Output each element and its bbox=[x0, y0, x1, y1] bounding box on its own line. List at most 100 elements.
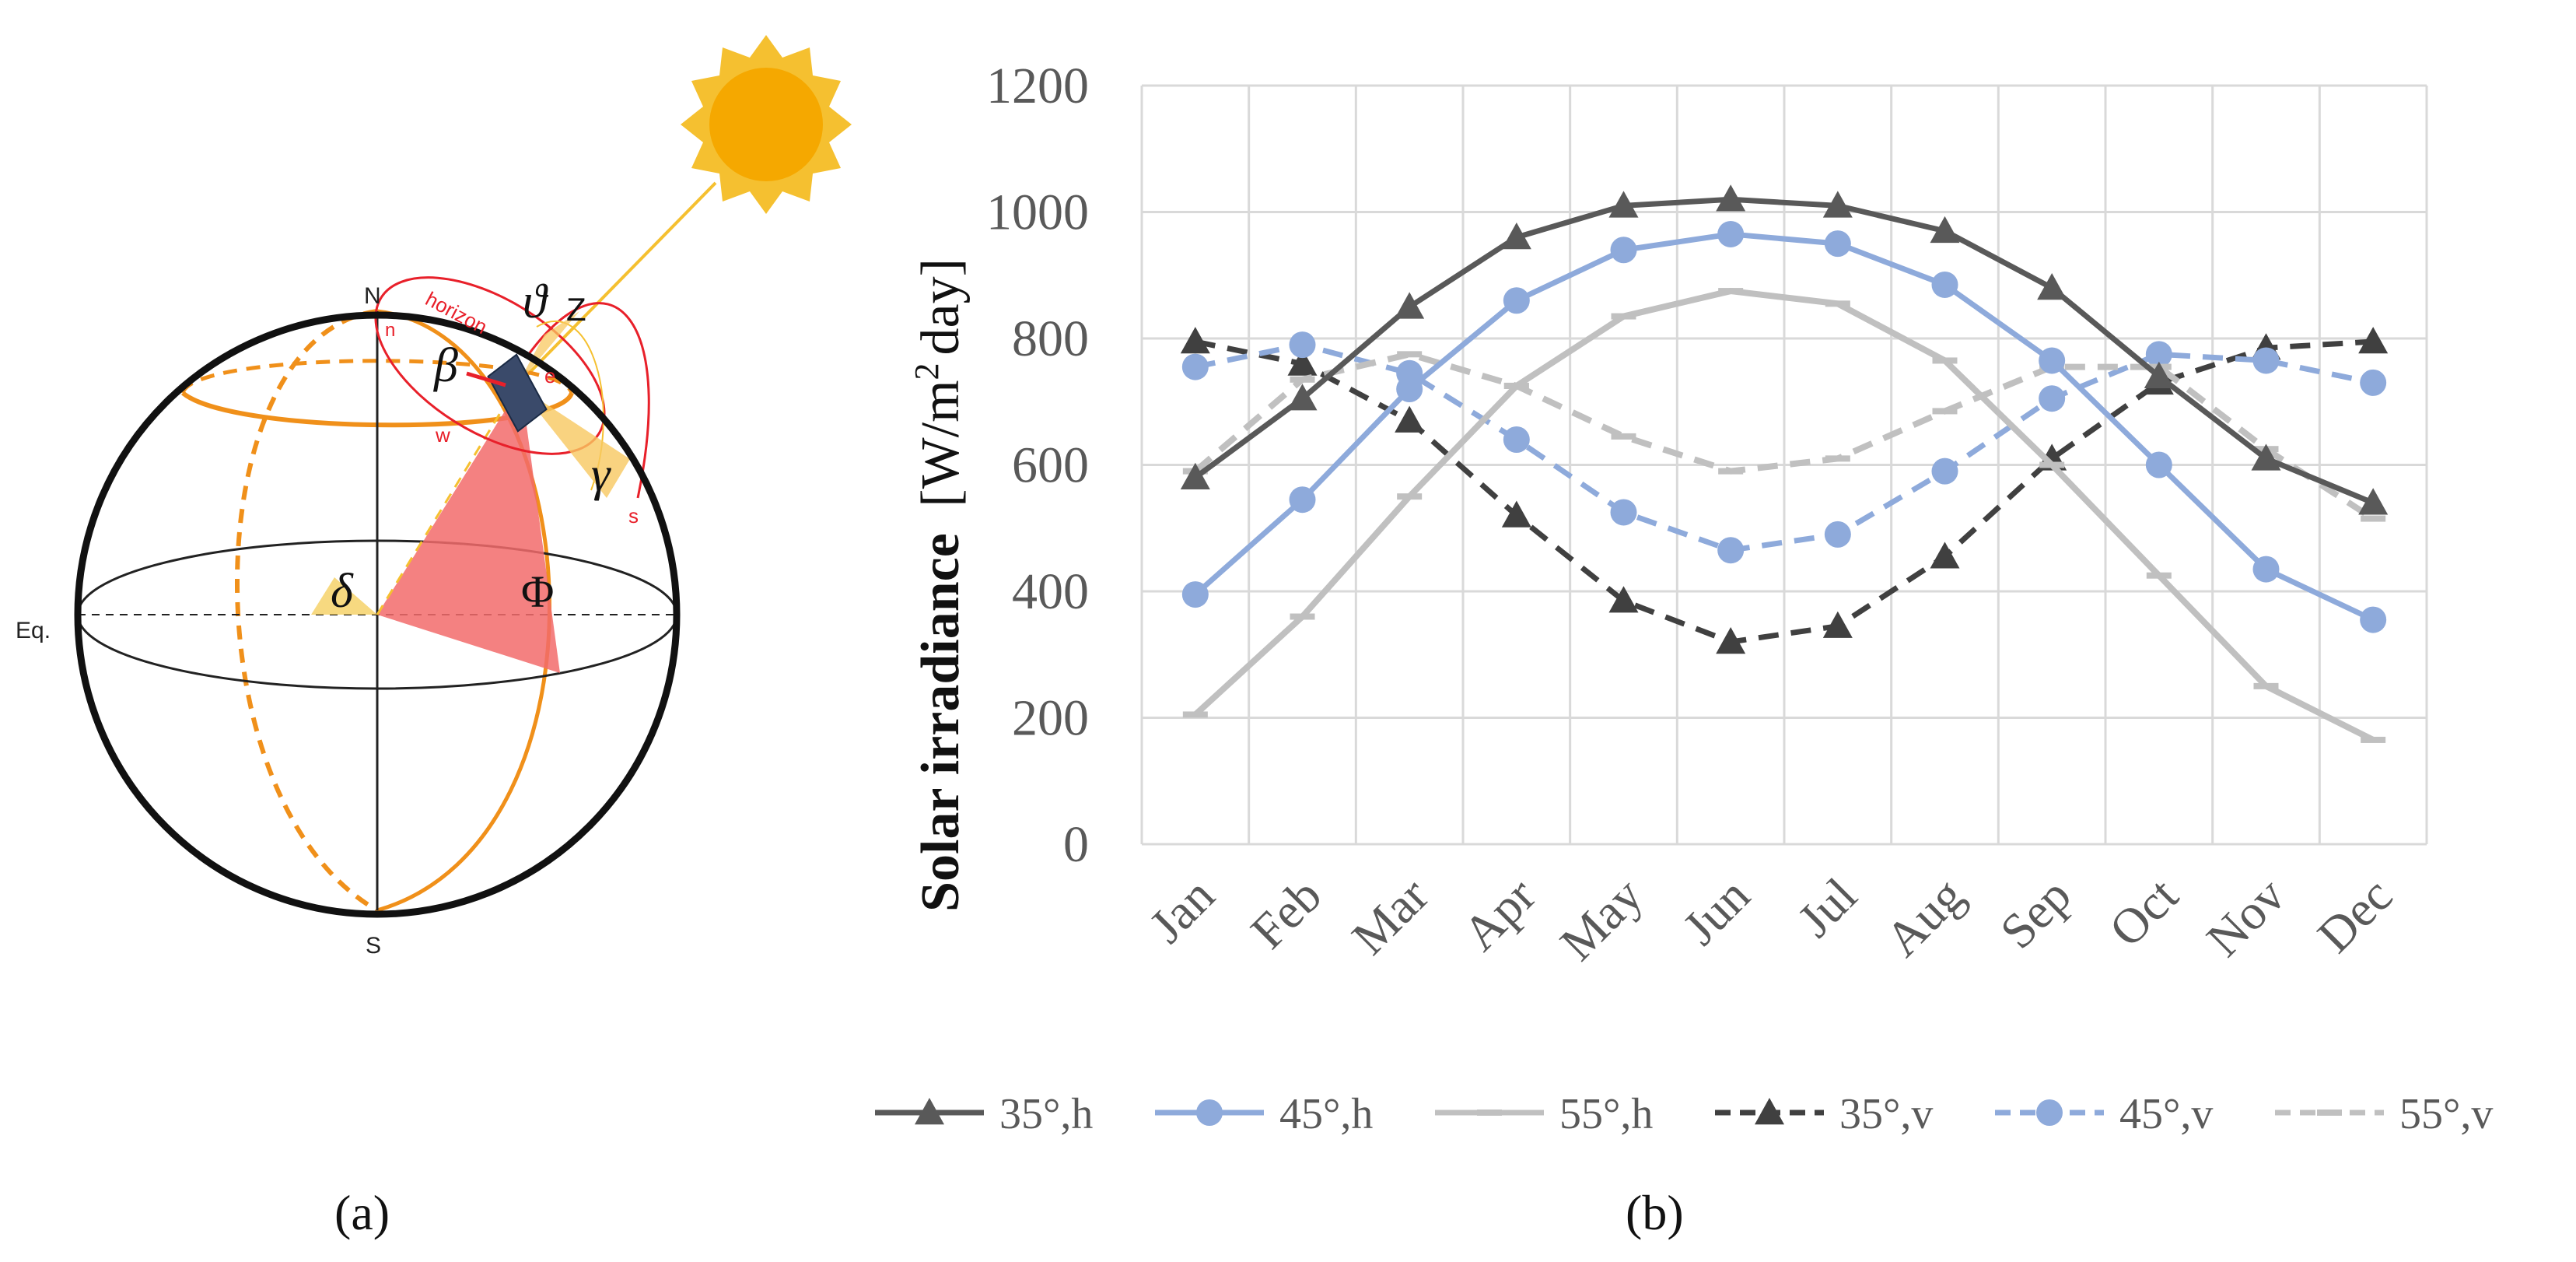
legend-swatch-marker bbox=[915, 1098, 944, 1125]
legend-label: 35°,h bbox=[999, 1090, 1093, 1138]
y-axis-tick-labels: 0 200 400 600 800 1000 1200 bbox=[986, 58, 1089, 873]
x-tick-label: Apr bbox=[1452, 868, 1546, 962]
legend-swatch-marker bbox=[1196, 1099, 1223, 1126]
legend-swatch-marker bbox=[1755, 1098, 1784, 1125]
data-point bbox=[1396, 376, 1423, 402]
legend-item: 35°,v bbox=[1715, 1090, 1933, 1138]
data-point bbox=[1289, 331, 1316, 359]
data-point bbox=[2039, 347, 2066, 374]
data-point bbox=[1503, 426, 1530, 453]
series-1 bbox=[1181, 220, 2387, 633]
data-point bbox=[2145, 341, 2172, 368]
data-point bbox=[1610, 499, 1637, 526]
data-point bbox=[1395, 405, 1425, 433]
label-phi: Φ bbox=[521, 566, 554, 617]
sun-icon bbox=[681, 35, 852, 214]
legend-swatch-marker bbox=[2317, 1110, 2342, 1116]
series-line bbox=[1195, 342, 2374, 553]
solar-panel-icon bbox=[466, 353, 548, 433]
legend-label: 55°,v bbox=[2399, 1090, 2493, 1138]
data-point bbox=[2252, 556, 2280, 583]
data-point bbox=[1181, 353, 1209, 380]
data-point bbox=[1180, 327, 1210, 354]
data-point bbox=[1287, 349, 1318, 376]
y-tick-label: 1200 bbox=[986, 58, 1089, 114]
label-n-small: n bbox=[385, 320, 395, 341]
data-point bbox=[2253, 682, 2279, 689]
sun-ray bbox=[516, 181, 717, 387]
data-point bbox=[1395, 292, 1425, 319]
data-point bbox=[1290, 613, 1315, 620]
data-point bbox=[1824, 230, 1851, 258]
data-point bbox=[2252, 347, 2280, 374]
label-south: S bbox=[366, 933, 381, 959]
label-s-small: s bbox=[628, 504, 639, 528]
label-theta: ϑ bbox=[523, 275, 549, 328]
data-point bbox=[2146, 572, 2172, 579]
data-point bbox=[2361, 736, 2386, 743]
data-point bbox=[1501, 500, 1531, 528]
data-point bbox=[1290, 376, 1315, 383]
x-tick-label: Dec bbox=[2307, 868, 2403, 963]
legend: 35°,h 45°,h 55°,h 35°,v 45°,v 55°,v bbox=[875, 1090, 2493, 1138]
data-point bbox=[1718, 288, 1744, 295]
series-4 bbox=[1181, 331, 2387, 564]
data-point bbox=[1822, 191, 1853, 218]
caption-a: (a) bbox=[334, 1185, 390, 1240]
data-point bbox=[2361, 515, 2386, 522]
y-tick-label: 1000 bbox=[986, 184, 1089, 241]
meridian-front bbox=[376, 309, 551, 913]
meridian-back bbox=[235, 309, 379, 913]
data-point bbox=[1930, 542, 1960, 569]
x-tick-label: Sep bbox=[1990, 868, 2081, 959]
data-point bbox=[1397, 493, 1423, 500]
data-point bbox=[1610, 237, 1637, 264]
data-point bbox=[1608, 191, 1639, 218]
legend-item: 55°,h bbox=[1435, 1090, 1653, 1138]
data-point bbox=[1503, 382, 1529, 389]
data-point bbox=[1717, 537, 1745, 564]
caption-b: (b) bbox=[1626, 1185, 1684, 1240]
data-point bbox=[2144, 361, 2174, 388]
declination-line bbox=[376, 384, 519, 615]
data-point bbox=[1931, 457, 1958, 485]
series-2 bbox=[1182, 288, 2386, 743]
x-tick-label: Feb bbox=[1240, 868, 1332, 959]
series-line bbox=[1193, 288, 2375, 743]
panel-a-diagram: N S Eq. horizon n w e s β γ δ Φ ϑ Z (a) bbox=[16, 35, 852, 1240]
legend-item: 45°,h bbox=[1155, 1090, 1373, 1138]
data-point bbox=[1716, 184, 1746, 212]
data-point bbox=[1717, 220, 1745, 247]
label-north: N bbox=[364, 283, 381, 309]
data-point bbox=[1822, 611, 1853, 638]
x-tick-label: Oct bbox=[2098, 868, 2189, 958]
y-tick-label: 800 bbox=[1012, 310, 1089, 367]
data-point bbox=[1825, 455, 1850, 462]
x-tick-label: Jun bbox=[1672, 868, 1760, 955]
series-line bbox=[1193, 196, 2375, 506]
label-west: w bbox=[435, 423, 450, 447]
data-point bbox=[1611, 433, 1636, 440]
series-layer bbox=[1180, 184, 2389, 743]
x-axis-tick-labels: Jan Feb Mar Apr May Jun Jul Aug Sep Oct Nov Dec bbox=[1139, 868, 2403, 971]
y-tick-label: 0 bbox=[1063, 816, 1089, 873]
label-theta-sub: Z bbox=[566, 291, 586, 328]
label-gamma: γ bbox=[591, 448, 611, 501]
y-tick-label: 400 bbox=[1012, 563, 1089, 620]
data-point bbox=[1397, 351, 1423, 358]
panel-b-chart: 0 200 400 600 800 1000 1200 Jan Feb Mar Apr May Jun… bbox=[875, 58, 2493, 1240]
x-tick-label: Nov bbox=[2196, 868, 2295, 967]
data-point bbox=[2039, 385, 2066, 412]
declination-wedge bbox=[311, 577, 377, 615]
series-0 bbox=[1180, 184, 2389, 515]
x-tick-label: May bbox=[1549, 868, 1653, 971]
y-axis-label: Solar irradiance [W/m2day] bbox=[908, 258, 971, 912]
data-point bbox=[1182, 711, 1208, 718]
series-line bbox=[1193, 351, 2375, 521]
data-point bbox=[2358, 327, 2389, 354]
data-point bbox=[1930, 216, 1960, 244]
legend-swatch-marker bbox=[1477, 1110, 1502, 1116]
label-equator: Eq. bbox=[16, 618, 51, 643]
latitude-circle-back bbox=[180, 359, 574, 394]
